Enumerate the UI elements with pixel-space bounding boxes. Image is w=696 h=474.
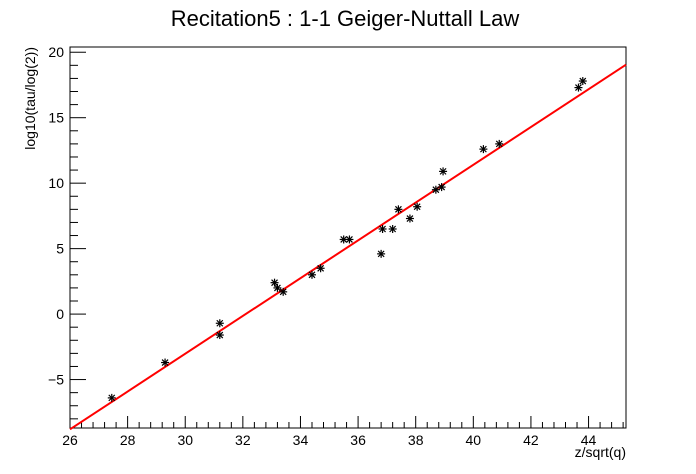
data-point — [394, 205, 403, 214]
data-point — [388, 224, 397, 233]
x-tick-label: 42 — [523, 432, 539, 448]
x-tick-label: 38 — [408, 432, 424, 448]
data-point — [345, 235, 354, 244]
x-tick-label: 26 — [62, 432, 78, 448]
y-tick-label: 0 — [56, 306, 64, 322]
data-point — [316, 264, 325, 273]
x-tick-label: 34 — [293, 432, 309, 448]
data-point — [279, 287, 288, 296]
data-point — [479, 145, 488, 154]
data-point — [377, 249, 386, 258]
x-tick-label: 36 — [350, 432, 366, 448]
data-point — [378, 224, 387, 233]
chart-title: Recitation5 : 1-1 Geiger-Nuttall Law — [171, 6, 520, 31]
data-point — [161, 358, 170, 367]
x-tick-label: 30 — [177, 432, 193, 448]
y-tick-label: 5 — [56, 241, 64, 257]
y-axis-title: log10(tau/log(2)) — [22, 47, 38, 150]
y-tick-label: 15 — [48, 110, 64, 126]
y-tick-label: 20 — [48, 44, 64, 60]
fit-layer — [69, 63, 627, 431]
data-point — [405, 214, 414, 223]
x-axis-title: z/sqrt(q) — [575, 444, 626, 460]
data-point — [574, 83, 583, 92]
y-tick-label: 10 — [48, 175, 64, 191]
x-tick-label: 44 — [581, 432, 597, 448]
data-point — [439, 167, 448, 176]
data-point — [437, 183, 446, 192]
data-point — [270, 278, 279, 287]
plot-frame — [69, 46, 627, 429]
x-tick-label: 32 — [235, 432, 251, 448]
x-tick-label: 40 — [466, 432, 482, 448]
x-axis: 26 28 30 32 34 36 38 40 42 44 — [62, 416, 624, 448]
data-points — [107, 77, 587, 402]
y-tick-label: −5 — [48, 372, 64, 388]
data-point — [107, 393, 116, 402]
data-point — [578, 77, 587, 86]
data-point — [215, 319, 224, 328]
data-point — [495, 139, 504, 148]
fit-line — [69, 63, 627, 431]
data-point — [273, 283, 282, 292]
data-point — [307, 270, 316, 279]
x-tick-label: 28 — [120, 432, 136, 448]
data-point — [215, 331, 224, 340]
data-point — [413, 202, 422, 211]
plot-border — [69, 46, 627, 429]
y-axis: −5 0 5 10 15 20 — [48, 44, 86, 420]
